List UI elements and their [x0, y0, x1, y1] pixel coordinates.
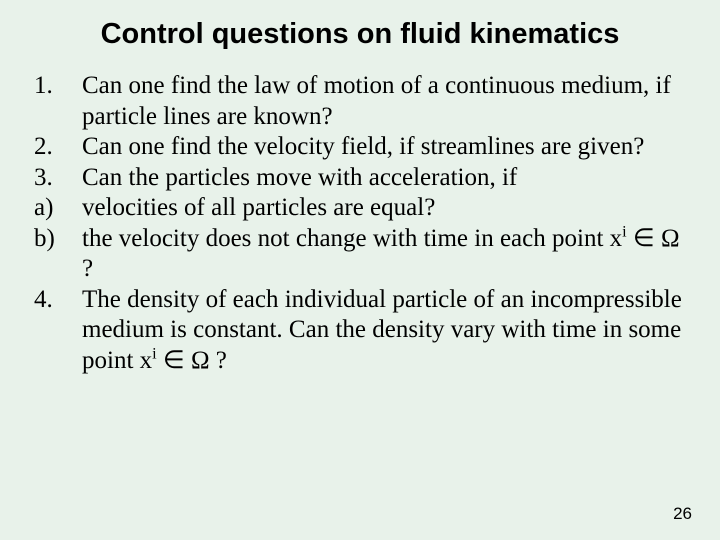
list-item: b) the velocity does not change with tim…: [30, 224, 690, 285]
list-item: 1. Can one find the law of motion of a c…: [30, 71, 690, 132]
item-text: The density of each individual particle …: [82, 285, 690, 377]
item-marker: b): [30, 224, 82, 285]
list-item: a) velocities of all particles are equal…: [30, 193, 690, 224]
list-item: 4. The density of each individual partic…: [30, 285, 690, 377]
slide: Control questions on fluid kinematics 1.…: [0, 0, 720, 540]
slide-title: Control questions on fluid kinematics: [30, 18, 690, 51]
page-number: 26: [673, 504, 692, 524]
item-text: the velocity does not change with time i…: [82, 224, 690, 285]
item-marker: a): [30, 193, 82, 224]
question-list: 1. Can one find the law of motion of a c…: [30, 71, 690, 376]
list-item: 3. Can the particles move with accelerat…: [30, 163, 690, 194]
item-marker: 1.: [30, 71, 82, 132]
item-text: velocities of all particles are equal?: [82, 193, 690, 224]
item-text: Can one find the velocity field, if stre…: [82, 132, 690, 163]
list-item: 2. Can one find the velocity field, if s…: [30, 132, 690, 163]
item-marker: 4.: [30, 285, 82, 377]
item-text: Can the particles move with acceleration…: [82, 163, 690, 194]
item-marker: 3.: [30, 163, 82, 194]
item-marker: 2.: [30, 132, 82, 163]
item-text: Can one find the law of motion of a cont…: [82, 71, 690, 132]
